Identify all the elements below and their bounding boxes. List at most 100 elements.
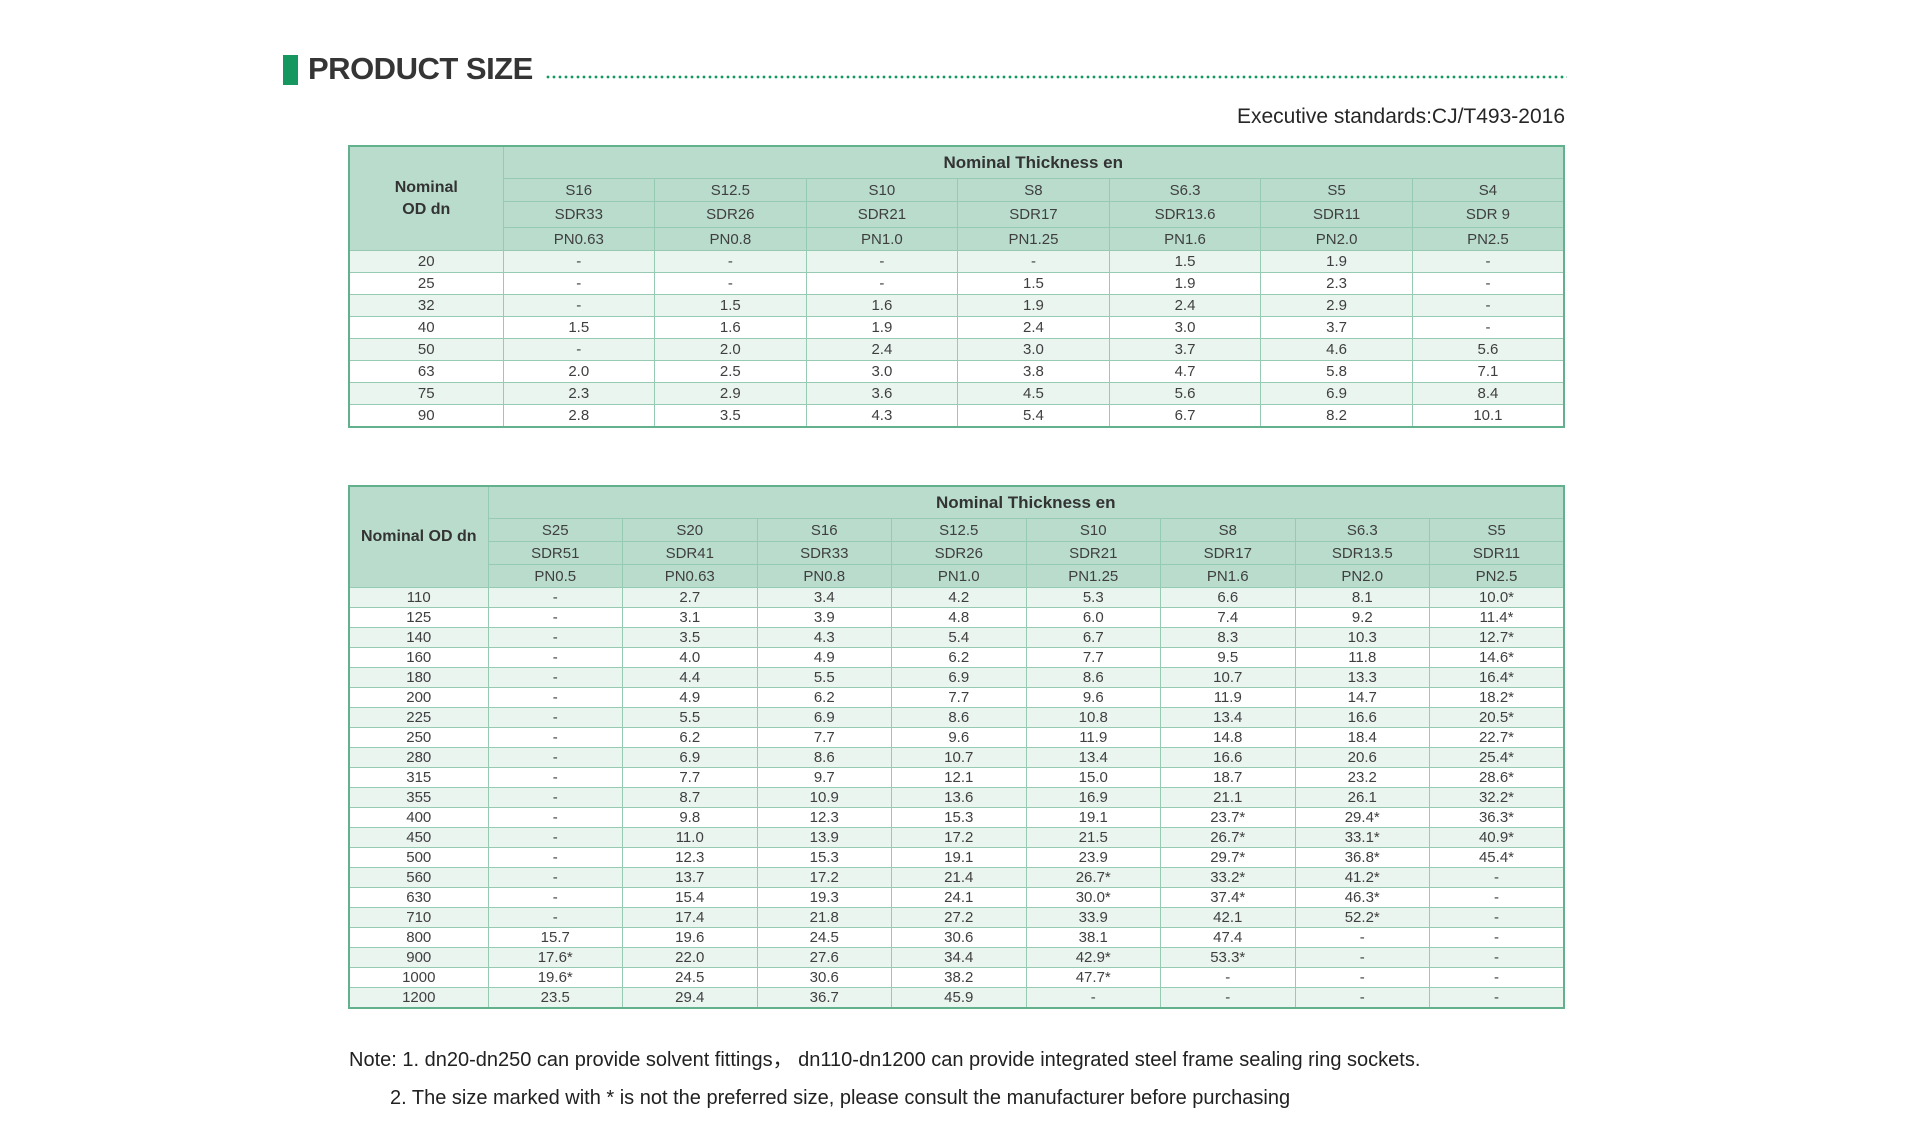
- thickness-value-cell: 40.9*: [1429, 827, 1565, 848]
- thickness-value-cell: 6.0: [1025, 607, 1161, 628]
- dn-cell: 160: [348, 647, 489, 668]
- table-row: 90 2.8 3.5 4.3 5.4 6.7 8.2 10.1: [348, 404, 1565, 428]
- nominal-thickness-header: Nominal Thickness en: [487, 485, 1565, 519]
- thickness-value-cell: 5.6: [1108, 382, 1262, 405]
- thickness-value-cell: 3.7: [1108, 338, 1262, 361]
- thickness-value-cell: -: [487, 707, 623, 728]
- table-row: 280-6.9 8.6 10.7 13.4 16.6 20.6 25.4*: [348, 747, 1565, 768]
- thickness-value-cell: 30.6: [891, 927, 1027, 948]
- table-row: 140-3.5 4.3 5.4 6.7 8.3 10.3 12.7*: [348, 627, 1565, 648]
- thickness-value-cell: -: [487, 747, 623, 768]
- thickness-value-cell: 13.4: [1160, 707, 1296, 728]
- thickness-value-cell: -: [1411, 250, 1565, 273]
- thickness-value-cell: 8.4: [1411, 382, 1565, 405]
- thickness-value-cell: 4.3: [756, 627, 892, 648]
- thickness-value-cell: 34.4: [891, 947, 1027, 968]
- note-line-1: Note: 1. dn20-dn250 can provide solvent …: [349, 1049, 1421, 1071]
- thickness-value-cell: 13.7: [622, 867, 758, 888]
- thickness-value-cell: 10.3: [1294, 627, 1430, 648]
- thickness-value-cell: 22.0: [622, 947, 758, 968]
- thickness-value-cell: -: [487, 727, 623, 748]
- table-row: 400-9.8 12.3 15.3 19.1 23.7* 29.4* 36.3*: [348, 807, 1565, 828]
- nominal-thickness-header: Nominal Thickness en: [502, 145, 1565, 179]
- thickness-value-cell: 5.5: [756, 667, 892, 688]
- s-series-header: S16: [756, 518, 892, 542]
- thickness-value-cell: 6.2: [891, 647, 1027, 668]
- s-series-header: S20: [622, 518, 758, 542]
- thickness-value-cell: 3.0: [805, 360, 959, 383]
- thickness-value-cell: 28.6*: [1429, 767, 1565, 788]
- thickness-value-cell: 3.8: [957, 360, 1110, 383]
- table-row: 225-5.5 6.9 8.6 10.8 13.4 16.6 20.5*: [348, 707, 1565, 728]
- thickness-value-cell: 2.3: [502, 382, 656, 405]
- sdr-header: SDR26: [891, 541, 1027, 565]
- thickness-value-cell: 8.6: [891, 707, 1027, 728]
- thickness-value-cell: 17.2: [891, 827, 1027, 848]
- sdr-header: SDR41: [622, 541, 758, 565]
- table-row: 20- - - -1.5 1.9-: [348, 250, 1565, 273]
- thickness-value-cell: 18.4: [1294, 727, 1430, 748]
- dn-cell: 75: [348, 382, 504, 405]
- thickness-value-cell: 42.9*: [1025, 947, 1161, 968]
- thickness-value-cell: 12.7*: [1429, 627, 1565, 648]
- dotted-divider: [544, 75, 1567, 79]
- thickness-value-cell: -: [1429, 967, 1565, 988]
- s-series-header: S8: [1160, 518, 1296, 542]
- thickness-value-cell: 13.9: [756, 827, 892, 848]
- thickness-value-cell: 6.2: [622, 727, 758, 748]
- dn-cell: 110: [348, 587, 489, 608]
- thickness-value-cell: 16.6: [1294, 707, 1430, 728]
- thickness-value-cell: 23.7*: [1160, 807, 1296, 828]
- sdr-header: SDR11: [1260, 201, 1413, 228]
- thickness-value-cell: 11.9: [1160, 687, 1296, 708]
- sdr-header: SDR21: [1025, 541, 1161, 565]
- sdr-header: SDR33: [756, 541, 892, 565]
- thickness-value-cell: -: [1411, 272, 1565, 295]
- thickness-value-cell: 22.7*: [1429, 727, 1565, 748]
- thickness-value-cell: 29.4: [622, 987, 758, 1009]
- thickness-value-cell: 4.3: [805, 404, 959, 428]
- thickness-value-cell: 27.6: [756, 947, 892, 968]
- table-row: 160-4.0 4.9 6.2 7.7 9.5 11.8 14.6*: [348, 647, 1565, 668]
- thickness-value-cell: 10.1: [1411, 404, 1565, 428]
- dn-cell: 450: [348, 827, 489, 848]
- thickness-value-cell: 52.2*: [1294, 907, 1430, 928]
- s-series-header: S12.5: [654, 178, 807, 202]
- table-row: 800 15.7 19.6 24.5 30.6 38.1 47.4- -: [348, 927, 1565, 948]
- thickness-value-cell: 2.0: [502, 360, 656, 383]
- thickness-value-cell: 15.3: [756, 847, 892, 868]
- thickness-value-cell: -: [487, 887, 623, 908]
- pn-header: PN2.0: [1260, 227, 1413, 251]
- thickness-value-cell: 2.3: [1260, 272, 1413, 295]
- thickness-value-cell: 2.0: [654, 338, 807, 361]
- thickness-value-cell: -: [487, 767, 623, 788]
- pn-header: PN0.63: [622, 564, 758, 588]
- thickness-value-cell: 6.7: [1025, 627, 1161, 648]
- thickness-value-cell: 17.2: [756, 867, 892, 888]
- thickness-value-cell: 25.4*: [1429, 747, 1565, 768]
- table-row: 75 2.3 2.9 3.6 4.5 5.6 6.9 8.4: [348, 382, 1565, 405]
- table-row: 32-1.5 1.6 1.9 2.4 2.9-: [348, 294, 1565, 317]
- thickness-value-cell: 10.7: [891, 747, 1027, 768]
- thickness-value-cell: 3.4: [756, 587, 892, 608]
- thickness-value-cell: -: [1429, 927, 1565, 948]
- thickness-value-cell: -: [1429, 867, 1565, 888]
- thickness-value-cell: 46.3*: [1294, 887, 1430, 908]
- dn-cell: 200: [348, 687, 489, 708]
- table-row: 560-13.7 17.2 21.4 26.7* 33.2* 41.2* -: [348, 867, 1565, 888]
- pn-header: PN1.0: [891, 564, 1027, 588]
- thickness-value-cell: 33.9: [1025, 907, 1161, 928]
- thickness-value-cell: 7.7: [756, 727, 892, 748]
- thickness-value-cell: 53.3*: [1160, 947, 1296, 968]
- thickness-value-cell: -: [1294, 967, 1430, 988]
- thickness-value-cell: 12.3: [622, 847, 758, 868]
- dn-cell: 355: [348, 787, 489, 808]
- thickness-value-cell: -: [502, 250, 656, 273]
- s-series-header: S5: [1260, 178, 1413, 202]
- thickness-value-cell: 4.5: [957, 382, 1110, 405]
- thickness-value-cell: 2.8: [502, 404, 656, 428]
- thickness-value-cell: 14.7: [1294, 687, 1430, 708]
- thickness-value-cell: 27.2: [891, 907, 1027, 928]
- thickness-value-cell: 6.9: [756, 707, 892, 728]
- thickness-value-cell: -: [487, 587, 623, 608]
